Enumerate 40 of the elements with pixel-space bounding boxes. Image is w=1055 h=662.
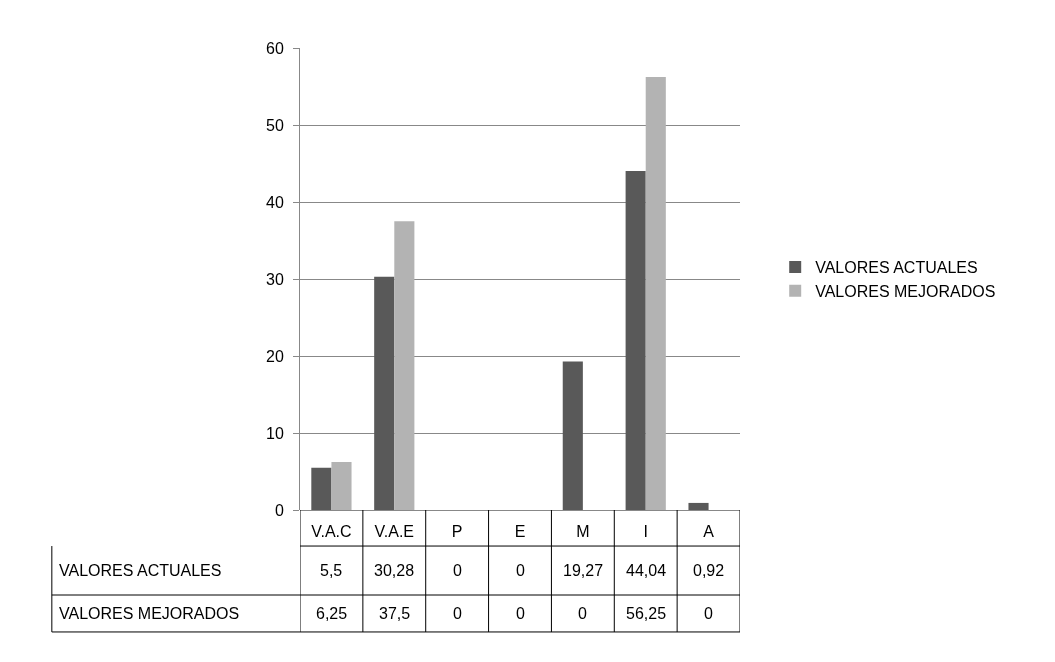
data-label: 0	[453, 562, 462, 579]
bar	[374, 276, 395, 510]
data-label: 6,25	[316, 605, 348, 622]
data-label: 0,92	[693, 562, 725, 579]
x-tick-label: V.A.E	[374, 523, 415, 540]
data-label: 56,25	[626, 605, 667, 622]
y-tick-label: 40	[266, 193, 284, 211]
bar	[688, 502, 709, 510]
legend-label: VALORES ACTUALES	[815, 259, 978, 277]
x-tick-label: I	[643, 523, 648, 540]
data-label: 30,28	[374, 562, 415, 579]
bar	[394, 221, 415, 510]
data-label: 0	[578, 605, 587, 622]
text: VALORES MEJORADOS	[59, 605, 240, 622]
bar	[645, 76, 666, 510]
data-label: 0	[516, 562, 525, 579]
data-label: 0	[453, 605, 462, 622]
bar	[311, 467, 332, 510]
x-tick-label: V.A.C	[311, 523, 352, 540]
text: VALORES ACTUALES	[59, 562, 222, 579]
data-label: 0	[516, 605, 525, 622]
bar	[331, 461, 352, 510]
data-label: 5,5	[320, 562, 343, 579]
x-tick-label: A	[703, 523, 715, 540]
y-tick-label: 50	[266, 116, 284, 134]
data-label: 44,04	[626, 562, 667, 579]
legend-label: VALORES MEJORADOS	[815, 282, 996, 300]
y-tick-label: 0	[274, 501, 284, 519]
bar	[625, 170, 646, 510]
y-tick-label: 30	[266, 270, 284, 288]
y-tick-label: 10	[266, 424, 284, 442]
x-tick-label: P	[451, 523, 463, 540]
data-label: 37,5	[379, 605, 411, 622]
bar	[562, 361, 583, 510]
data-label: 19,27	[563, 562, 604, 579]
y-tick-label: 20	[266, 347, 284, 365]
x-tick-label: M	[576, 523, 590, 540]
x-tick-label: E	[514, 523, 526, 540]
y-tick-label: 60	[266, 39, 284, 57]
data-label: 0	[704, 605, 713, 622]
